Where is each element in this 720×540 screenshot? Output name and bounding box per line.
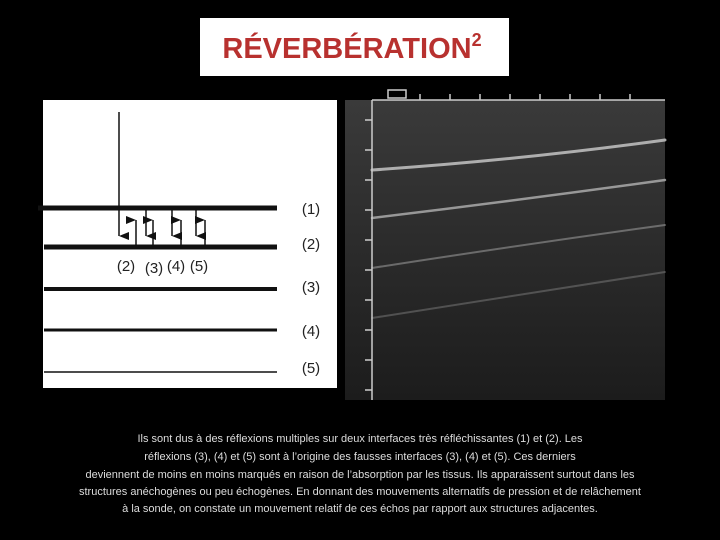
interfaces	[38, 205, 277, 373]
title-superscript: 2	[472, 30, 482, 50]
interface-label: (5)	[302, 360, 320, 377]
ultrasound-field	[345, 100, 665, 400]
interface-label: (3)	[302, 279, 320, 296]
interface-label: (1)	[302, 201, 320, 218]
caption-line: réflexions (3), (4) et (5) sont à l’orig…	[144, 451, 576, 463]
ultrasound-image	[345, 89, 667, 400]
caption-line: Ils sont dus à des réflexions multiples …	[137, 433, 583, 445]
caption-line: structures anéchogènes ou peu échogènes.…	[79, 486, 641, 498]
interface-label: (2)	[302, 236, 320, 253]
diagram-panel	[43, 100, 337, 388]
title-box	[200, 18, 509, 76]
caption-line: à la sonde, on constate un mouvement rel…	[122, 503, 598, 515]
echo-label: (2)	[117, 258, 135, 275]
arrows	[118, 112, 206, 246]
caption-line: deviennent de moins en moins marqués en …	[85, 469, 635, 481]
echo-label: (4)	[167, 258, 185, 275]
echo-label: (5)	[190, 258, 208, 275]
title-text: RÉVERBÉRATION	[222, 31, 471, 65]
echo-label: (3)	[145, 260, 163, 277]
title: RÉVERBÉRATION2	[222, 30, 481, 65]
interface-label: (4)	[302, 323, 320, 340]
